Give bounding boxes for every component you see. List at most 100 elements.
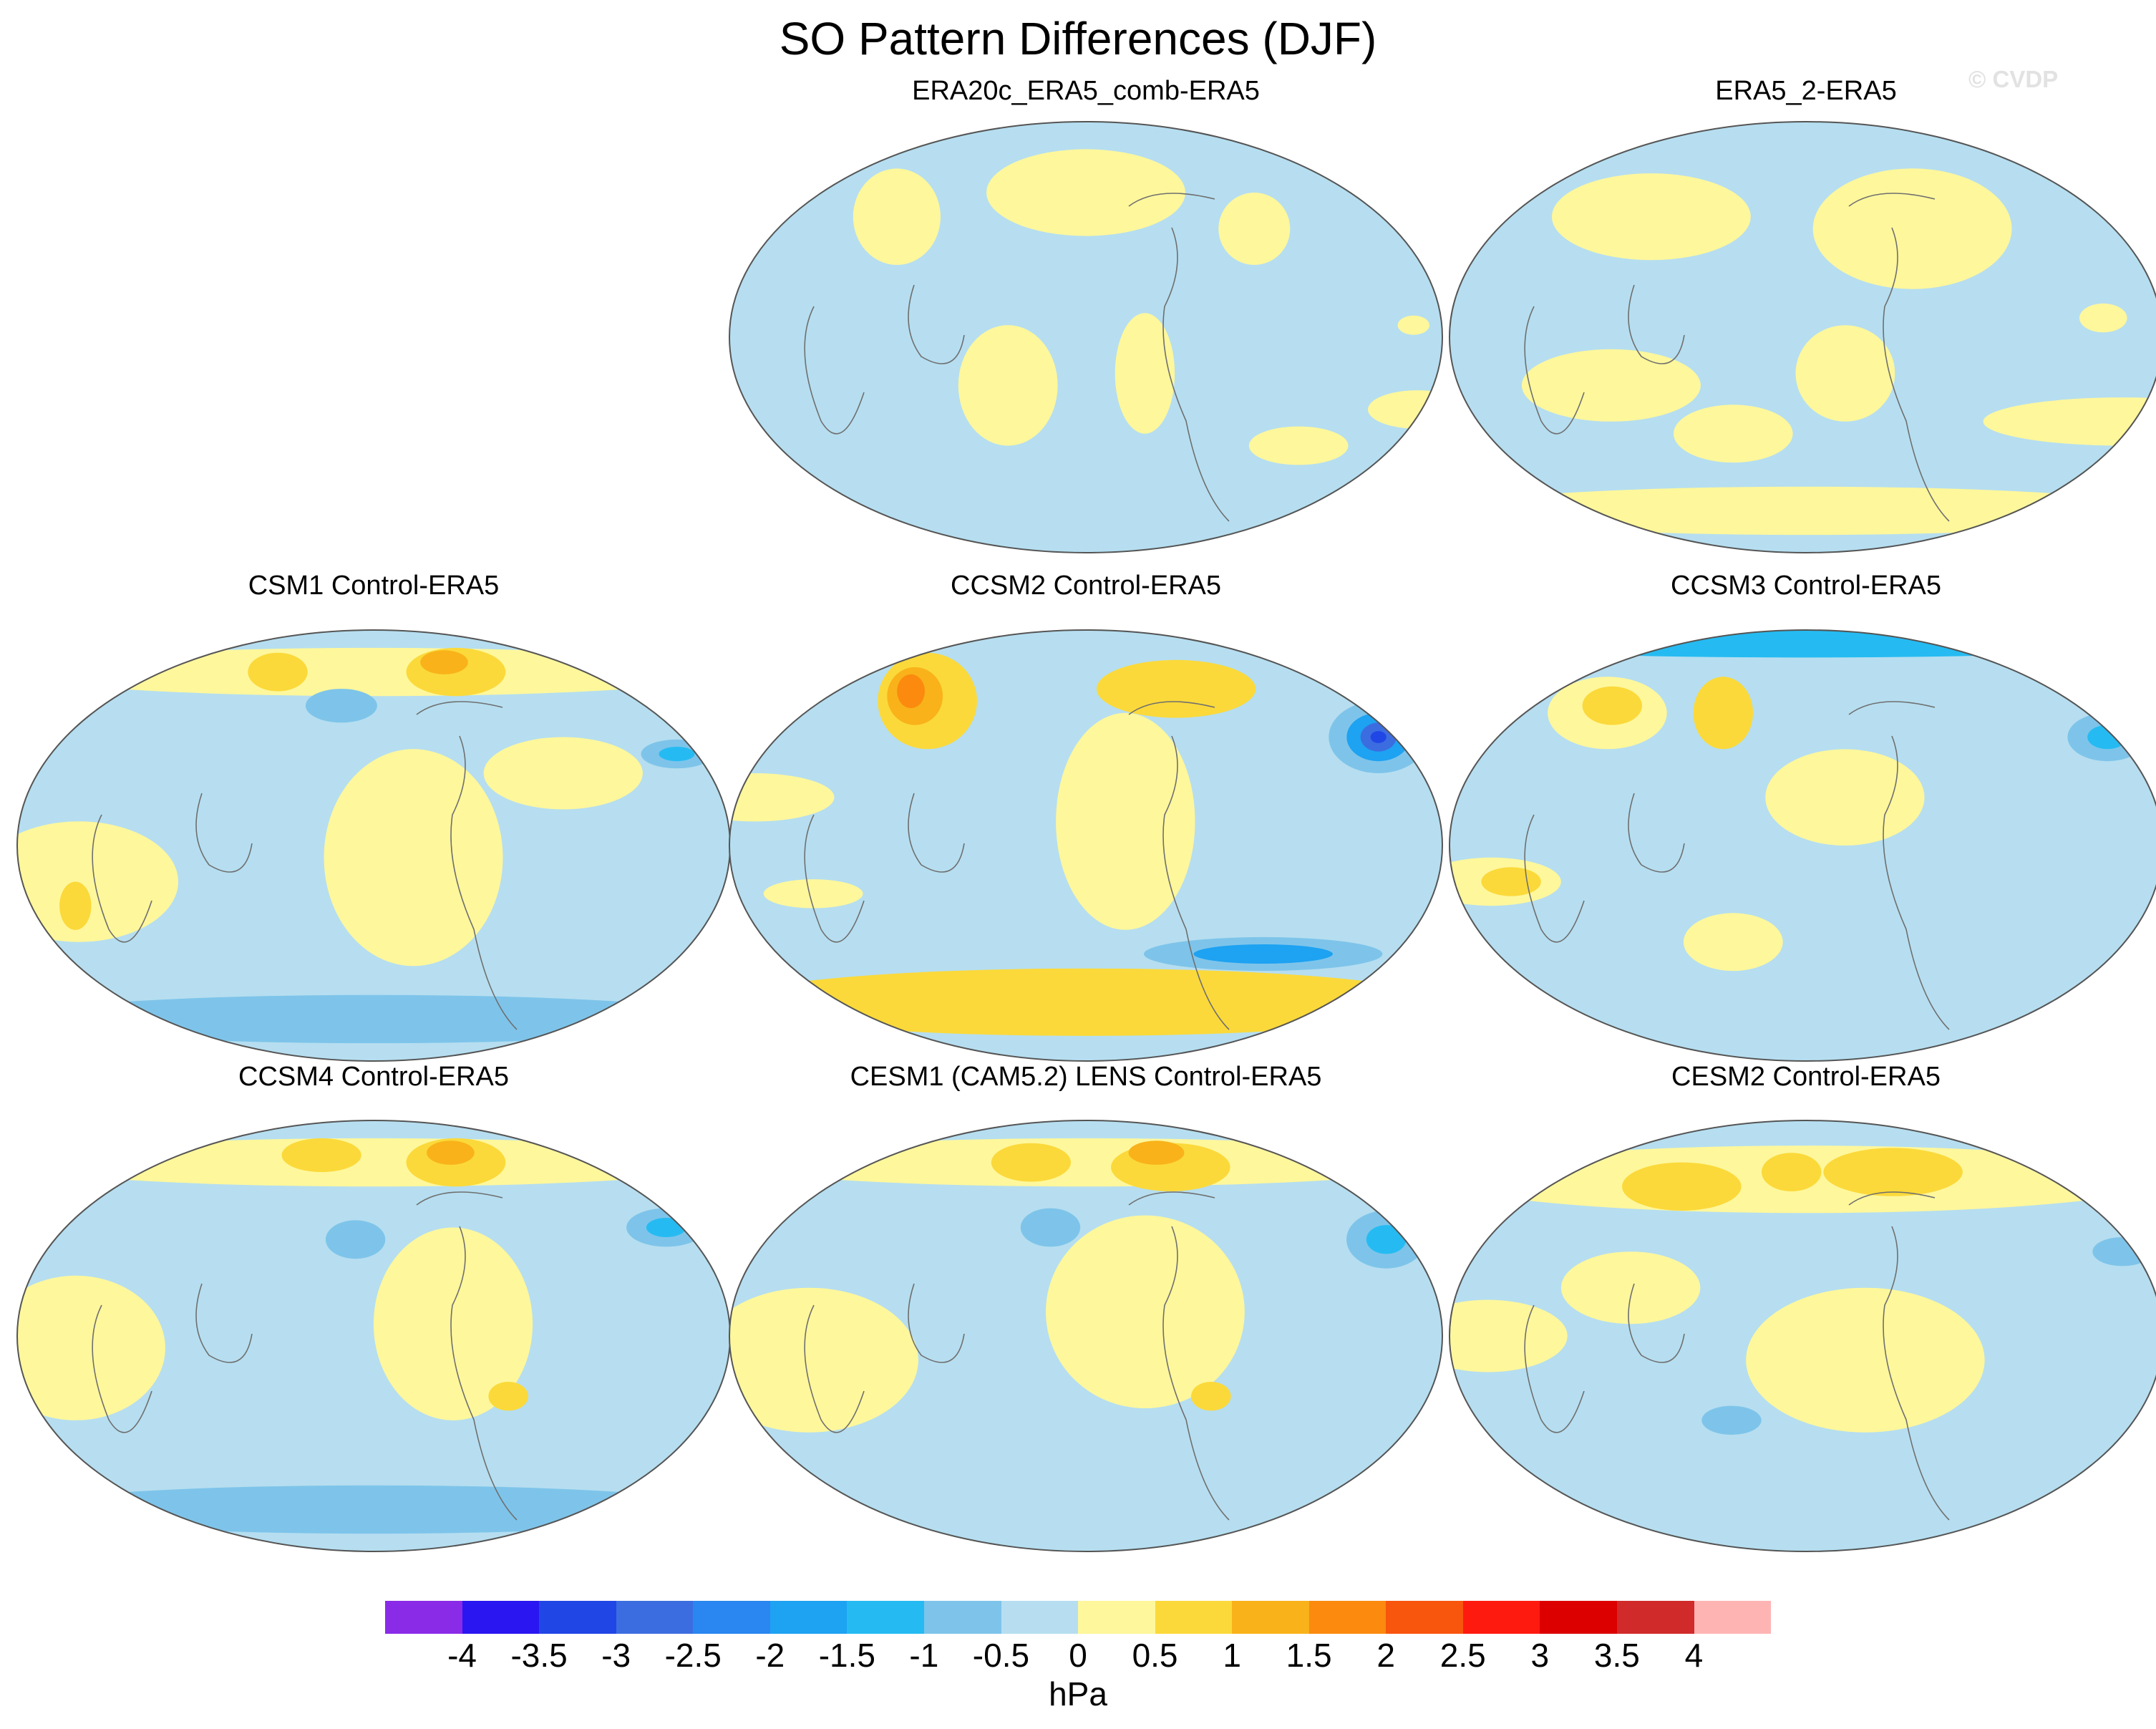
colorbar-tick-label: -2 [755, 1637, 785, 1674]
anomaly-contour [986, 149, 1185, 236]
coastline [92, 1191, 518, 1521]
anomaly-contour [420, 650, 468, 674]
anomaly-contour [1552, 173, 1751, 261]
anomaly-contour [1701, 1405, 1762, 1435]
colorbar-tick-label: -4 [447, 1637, 477, 1674]
map-border [1449, 1120, 2156, 1552]
map-border [729, 629, 1443, 1062]
anomaly-contour [1746, 1287, 1985, 1433]
map-panel [729, 629, 1443, 1062]
colorbar-cell [385, 1601, 462, 1634]
anomaly-contour [2092, 1237, 2152, 1267]
anomaly-contour [1056, 712, 1195, 930]
credit-watermark: © CVDP [1968, 66, 2059, 92]
coastline [92, 701, 518, 1030]
panel-title: CCSM2 Control-ERA5 [951, 571, 1221, 601]
panel-title: CESM1 (CAM5.2) LENS Control-ERA5 [850, 1062, 1322, 1092]
colorbar-cell [769, 1601, 848, 1634]
colorbar-cell [1540, 1601, 1617, 1634]
anomaly-contour [1020, 1208, 1081, 1247]
colorbar-cell [1155, 1601, 1233, 1634]
anomaly-contour [305, 689, 377, 723]
anomaly-contour [325, 1220, 386, 1259]
anomaly-contour [427, 1140, 475, 1165]
colorbar-cell [923, 1601, 1001, 1634]
anomaly-contour [729, 773, 835, 822]
anomaly-contour [1128, 1140, 1185, 1165]
colorbar-cell [1232, 1601, 1309, 1634]
anomaly-contour [1823, 1148, 1963, 1196]
colorbar-cell [1694, 1601, 1772, 1634]
anomaly-contour [729, 1138, 1442, 1187]
map-border [729, 121, 1443, 553]
map-border [1449, 629, 2156, 1062]
colorbar-cell [1462, 1601, 1540, 1634]
anomaly-contour [1521, 349, 1701, 422]
colorbar-tick-label: 1.5 [1286, 1637, 1332, 1674]
map-panel [1449, 1120, 2156, 1552]
colorbar-cell [539, 1601, 616, 1634]
anomaly-contour [1765, 749, 1925, 846]
anomaly-contour [1560, 1251, 1701, 1324]
colorbar-tick-label: 3.5 [1593, 1637, 1640, 1674]
anomaly-contour [483, 737, 643, 810]
map-border [1449, 121, 2156, 553]
colorbar-tick-label: 2.5 [1439, 1637, 1486, 1674]
anomaly-contour [1450, 486, 2156, 536]
anomaly-contour [1115, 313, 1175, 434]
panel-title: ERA20c_ERA5_comb-ERA5 [912, 76, 1260, 106]
colorbar-tick-label: -1.5 [818, 1637, 875, 1674]
colorbar-cell [616, 1601, 694, 1634]
colorbar-tick-label: 3 [1530, 1637, 1550, 1674]
anomaly-contour [1683, 913, 1783, 972]
anomaly-contour [1218, 193, 1291, 265]
anomaly-contour [248, 652, 308, 692]
colorbar-cell [847, 1601, 924, 1634]
map-panel [1449, 121, 2156, 553]
anomaly-contour [1366, 1225, 1407, 1254]
anomaly-contour [1368, 390, 1442, 429]
colorbar-cell [1308, 1601, 1387, 1634]
map-panel [16, 629, 731, 1062]
map-panel [16, 1120, 731, 1552]
coastline [804, 1191, 1230, 1521]
colorbar-cell [1078, 1601, 1155, 1634]
anomaly-contour [1450, 1299, 1568, 1372]
anomaly-contour [1046, 1215, 1245, 1408]
anomaly-contour [1582, 686, 1642, 725]
anomaly-contour [1193, 944, 1333, 964]
colorbar-cell [462, 1601, 540, 1634]
colorbar-cell [1386, 1601, 1463, 1634]
anomaly-contour [1795, 325, 1895, 422]
coastline [1524, 701, 1950, 1030]
anomaly-contour [1397, 315, 1429, 335]
colorbar-cell [1001, 1601, 1079, 1634]
anomaly-contour [1674, 405, 1793, 463]
anomaly-contour [853, 168, 941, 265]
anomaly-contour [1622, 1162, 1742, 1211]
figure-title: SO Pattern Differences (DJF) [779, 13, 1377, 64]
anomaly-contour [488, 1382, 528, 1411]
panel-title: CCSM4 Control-ERA5 [238, 1062, 509, 1092]
anomaly-contour [17, 994, 730, 1044]
anomaly-contour [1812, 168, 2012, 289]
colorbar-cell [1617, 1601, 1694, 1634]
panel-title: CESM2 Control-ERA5 [1671, 1062, 1941, 1092]
colorbar-tick-label: 0 [1069, 1637, 1087, 1674]
anomaly-contour [59, 881, 92, 930]
colorbar-cell [693, 1601, 770, 1634]
anomaly-contour [17, 647, 730, 697]
colorbar-tick-label: -3 [601, 1637, 631, 1674]
coastline [804, 193, 1230, 522]
colorbar-tick-label: 2 [1376, 1637, 1396, 1674]
anomaly-contour [991, 1143, 1071, 1182]
anomaly-contour [1450, 630, 2156, 658]
anomaly-contour [1481, 867, 1541, 896]
colorbar-tick-label: -1 [909, 1637, 939, 1674]
anomaly-contour [281, 1138, 361, 1173]
anomaly-contour [324, 749, 503, 967]
coastline [804, 701, 1230, 1030]
panel-title: ERA5_2-ERA5 [1715, 76, 1897, 106]
anomaly-contour [1370, 731, 1387, 743]
coastline [1524, 1191, 1950, 1521]
